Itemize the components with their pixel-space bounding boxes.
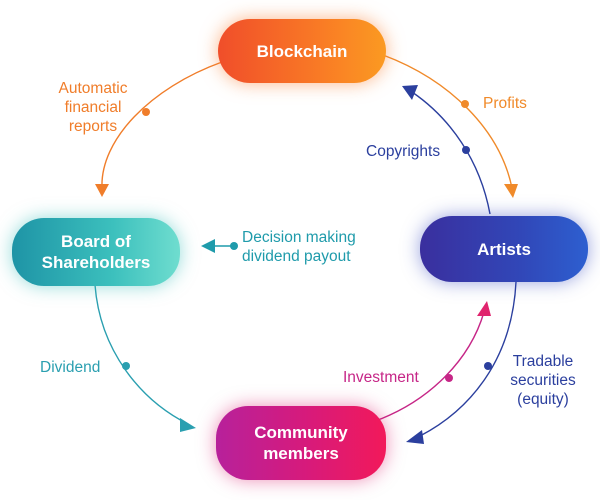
node-blockchain: Blockchain — [218, 19, 386, 83]
arrowhead-left-icon — [406, 430, 424, 444]
arrowhead-up-icon — [477, 301, 491, 316]
edge-label-copyrights: Copyrights — [366, 143, 441, 160]
node-label: Artists — [477, 239, 531, 259]
arrowhead-down-icon — [504, 184, 518, 198]
edge-dot — [445, 374, 453, 382]
edge-label-tradable-securities: Tradable securities (equity) — [510, 353, 576, 408]
node-label: Blockchain — [256, 41, 348, 61]
edge-dot — [122, 362, 130, 370]
edge-label-decision-making: Decision making dividend payout — [242, 229, 356, 265]
edge-label-dividend: Dividend — [40, 359, 101, 376]
edge-label-automatic-financial-reports: Automatic financial reports — [58, 80, 128, 135]
edge-community-to-artists — [377, 311, 485, 421]
node-label-line: members — [263, 444, 339, 463]
edge-dot — [484, 362, 492, 370]
node-artists: Artists — [420, 216, 588, 282]
edge-blockchain-to-artists — [382, 54, 513, 189]
edge-artists-to-community — [419, 281, 517, 437]
arrowhead-left-icon — [201, 239, 215, 253]
edge-dot — [230, 242, 238, 250]
node-board-of-shareholders: Board of Shareholders — [12, 218, 180, 286]
edge-dot — [461, 100, 469, 108]
edge-board-to-community — [94, 284, 189, 425]
edge-label-investment: Investment — [343, 369, 419, 386]
edge-blockchain-to-board — [101, 61, 223, 189]
edge-dot — [462, 146, 470, 154]
node-label-line: Community — [254, 423, 348, 442]
edge-artists-to-blockchain — [411, 91, 491, 215]
arrowhead-down-icon — [95, 184, 109, 197]
node-label-line: Board of — [61, 232, 131, 251]
arrowhead-up-icon — [402, 85, 418, 100]
edge-dot — [142, 108, 150, 116]
edge-label-profits: Profits — [483, 95, 527, 112]
node-community-members: Community members — [216, 406, 386, 480]
node-label-line: Shareholders — [41, 253, 151, 272]
arrowhead-right-icon — [180, 418, 196, 432]
